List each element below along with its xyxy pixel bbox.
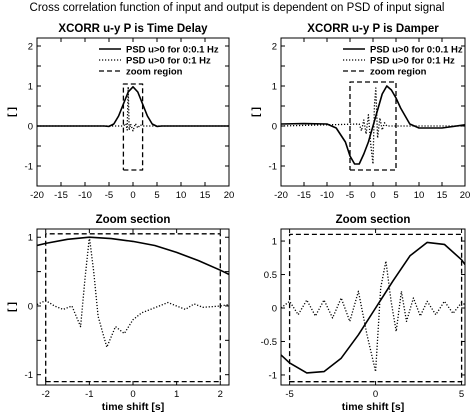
plot-area	[281, 233, 465, 383]
plot-area	[37, 233, 229, 383]
y-axis-label: [ ]	[6, 107, 18, 117]
x-tick-label: -5	[346, 190, 354, 201]
x-tick-label: 0	[130, 190, 135, 201]
x-tick-label: -10	[320, 190, 334, 201]
series-line-psd-u-0-for-0-0-1-hz	[37, 236, 229, 276]
chart-title: Zoom section	[336, 214, 411, 226]
x-tick-label: 1	[174, 389, 179, 400]
y-tick-label: 0	[28, 122, 33, 133]
plot-area	[281, 81, 465, 171]
x-tick-label: 5	[154, 190, 159, 201]
figure-title: Cross correlation function of input and …	[30, 2, 445, 14]
x-tick-label: -20	[30, 190, 44, 201]
y-tick-label: 2	[28, 42, 33, 53]
y-axis-label: [ ]	[250, 107, 262, 117]
series-line-zoom-region	[45, 233, 221, 383]
plot-area	[37, 83, 229, 171]
x-tick-label: 10	[176, 190, 187, 201]
y-tick-label: 0	[28, 301, 33, 312]
x-tick-label: -5	[105, 190, 113, 201]
x-tick-label: -20	[274, 190, 288, 201]
series-line-zoom-region	[122, 83, 144, 171]
legend-entry: zoom region	[370, 67, 427, 78]
y-tick-label: 0	[272, 122, 277, 133]
x-tick-label: 20	[460, 190, 471, 201]
y-tick-label: 0	[272, 304, 277, 315]
chart-title: Zoom section	[96, 214, 171, 226]
y-tick-label: 2	[272, 42, 277, 53]
chart-panel-3: -2 -1 0 1 2 -1 0 1 Zoom section [ ] time shift [s]	[6, 214, 230, 412]
y-tick-label: -1	[269, 162, 277, 173]
series-line-zoom-region	[349, 81, 397, 171]
series-line-psd-u-0-for-0-1-hz	[37, 86, 229, 132]
x-tick-label: 0	[373, 389, 378, 400]
legend-entry: PSD u>0 for 0:0.1 Hz	[126, 45, 219, 56]
x-axis-label: time shift [s]	[102, 401, 164, 412]
plot-frame	[280, 228, 466, 386]
chart-panel-4: -5 0 5 -1 -0.5 0 0.5 1 Zoom section time shift [s…	[261, 214, 466, 412]
y-tick-label: -1	[269, 370, 277, 381]
x-tick-label: 0	[130, 389, 135, 400]
y-tick-label: -1	[25, 370, 33, 381]
series-line-psd-u-0-for-0-1-hz	[281, 260, 465, 373]
plot-frame	[36, 228, 230, 386]
x-axis-label: time shift [s]	[342, 401, 404, 412]
chart-title: XCORR u-y P is Damper	[307, 23, 439, 35]
y-tick-label: 1	[272, 237, 277, 248]
x-tick-label: -15	[297, 190, 311, 201]
series-line-psd-u-0-for-0-0-1-hz	[281, 85, 465, 165]
y-tick-label: 0.5	[264, 270, 277, 281]
x-tick-label: -15	[54, 190, 68, 201]
y-tick-label: 1	[272, 82, 277, 93]
series-line-psd-u-0-for-0-1-hz	[37, 236, 229, 348]
y-tick-label: -1	[25, 162, 33, 173]
x-tick-label: 15	[437, 190, 448, 201]
x-tick-label: 20	[224, 190, 235, 201]
series-line-zoom-region	[288, 233, 463, 383]
series-line-psd-u-0-for-0-0-1-hz	[37, 86, 229, 128]
x-tick-label: 5	[459, 389, 464, 400]
x-tick-label: -5	[285, 389, 293, 400]
x-tick-label: -2	[42, 389, 50, 400]
x-tick-label: 10	[414, 190, 425, 201]
x-tick-label: -10	[78, 190, 92, 201]
series-line-psd-u-0-for-0-0-1-hz	[281, 241, 465, 374]
x-tick-label: 15	[200, 190, 211, 201]
y-axis-label: [ ]	[6, 302, 18, 312]
x-tick-label: 0	[370, 190, 375, 201]
y-tick-label: 1	[28, 233, 33, 244]
chart-title: XCORR u-y P is Time Delay	[58, 23, 208, 35]
legend-entry: PSD u>0 for 0:0.1 Hz	[370, 45, 463, 56]
y-tick-label: 1	[28, 82, 33, 93]
legend-entry: PSD u>0 for 0:1 Hz	[370, 56, 455, 67]
x-tick-label: 5	[393, 190, 398, 201]
series-line-psd-u-0-for-0-1-hz	[281, 87, 465, 165]
x-tick-label: 2	[218, 389, 223, 400]
legend-entry: PSD u>0 for 0:1 Hz	[126, 56, 211, 67]
x-tick-label: -1	[85, 389, 93, 400]
legend-entry: zoom region	[126, 67, 183, 78]
y-tick-label: -0.5	[261, 337, 277, 348]
